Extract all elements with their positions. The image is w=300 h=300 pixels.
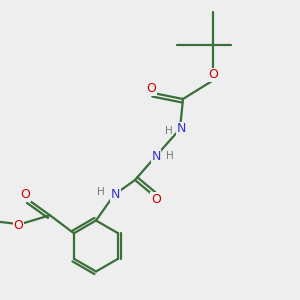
Text: N: N bbox=[111, 188, 120, 202]
Text: N: N bbox=[177, 122, 186, 136]
Text: O: O bbox=[14, 219, 23, 232]
Text: O: O bbox=[151, 193, 161, 206]
Text: H: H bbox=[166, 151, 173, 161]
Text: H: H bbox=[97, 187, 104, 197]
Text: O: O bbox=[147, 82, 156, 95]
Text: N: N bbox=[151, 149, 161, 163]
Text: H: H bbox=[165, 125, 172, 136]
Text: O: O bbox=[208, 68, 218, 82]
Text: O: O bbox=[20, 188, 30, 201]
